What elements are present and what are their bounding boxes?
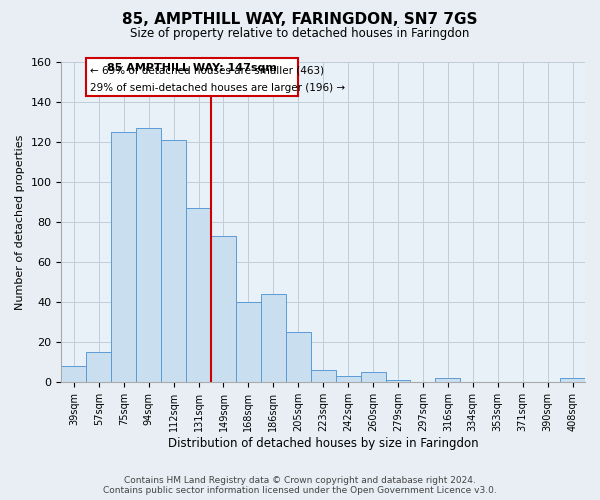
Text: 85 AMPTHILL WAY: 147sqm: 85 AMPTHILL WAY: 147sqm bbox=[107, 64, 277, 74]
Bar bbox=[560, 378, 585, 382]
Bar bbox=[161, 140, 186, 382]
Bar bbox=[286, 332, 311, 382]
FancyBboxPatch shape bbox=[86, 58, 298, 96]
Text: 29% of semi-detached houses are larger (196) →: 29% of semi-detached houses are larger (… bbox=[90, 84, 345, 94]
Text: Contains HM Land Registry data © Crown copyright and database right 2024.
Contai: Contains HM Land Registry data © Crown c… bbox=[103, 476, 497, 495]
Bar bbox=[211, 236, 236, 382]
Bar bbox=[111, 132, 136, 382]
Bar bbox=[311, 370, 335, 382]
Bar bbox=[136, 128, 161, 382]
Y-axis label: Number of detached properties: Number of detached properties bbox=[15, 134, 25, 310]
Text: 85, AMPTHILL WAY, FARINGDON, SN7 7GS: 85, AMPTHILL WAY, FARINGDON, SN7 7GS bbox=[122, 12, 478, 28]
Text: Size of property relative to detached houses in Faringdon: Size of property relative to detached ho… bbox=[130, 28, 470, 40]
Bar bbox=[436, 378, 460, 382]
Bar bbox=[236, 302, 261, 382]
Bar bbox=[361, 372, 386, 382]
Bar bbox=[261, 294, 286, 382]
Bar bbox=[386, 380, 410, 382]
X-axis label: Distribution of detached houses by size in Faringdon: Distribution of detached houses by size … bbox=[168, 437, 479, 450]
Bar bbox=[335, 376, 361, 382]
Bar bbox=[186, 208, 211, 382]
Bar bbox=[86, 352, 111, 382]
Text: ← 69% of detached houses are smaller (463): ← 69% of detached houses are smaller (46… bbox=[90, 66, 324, 76]
Bar bbox=[61, 366, 86, 382]
